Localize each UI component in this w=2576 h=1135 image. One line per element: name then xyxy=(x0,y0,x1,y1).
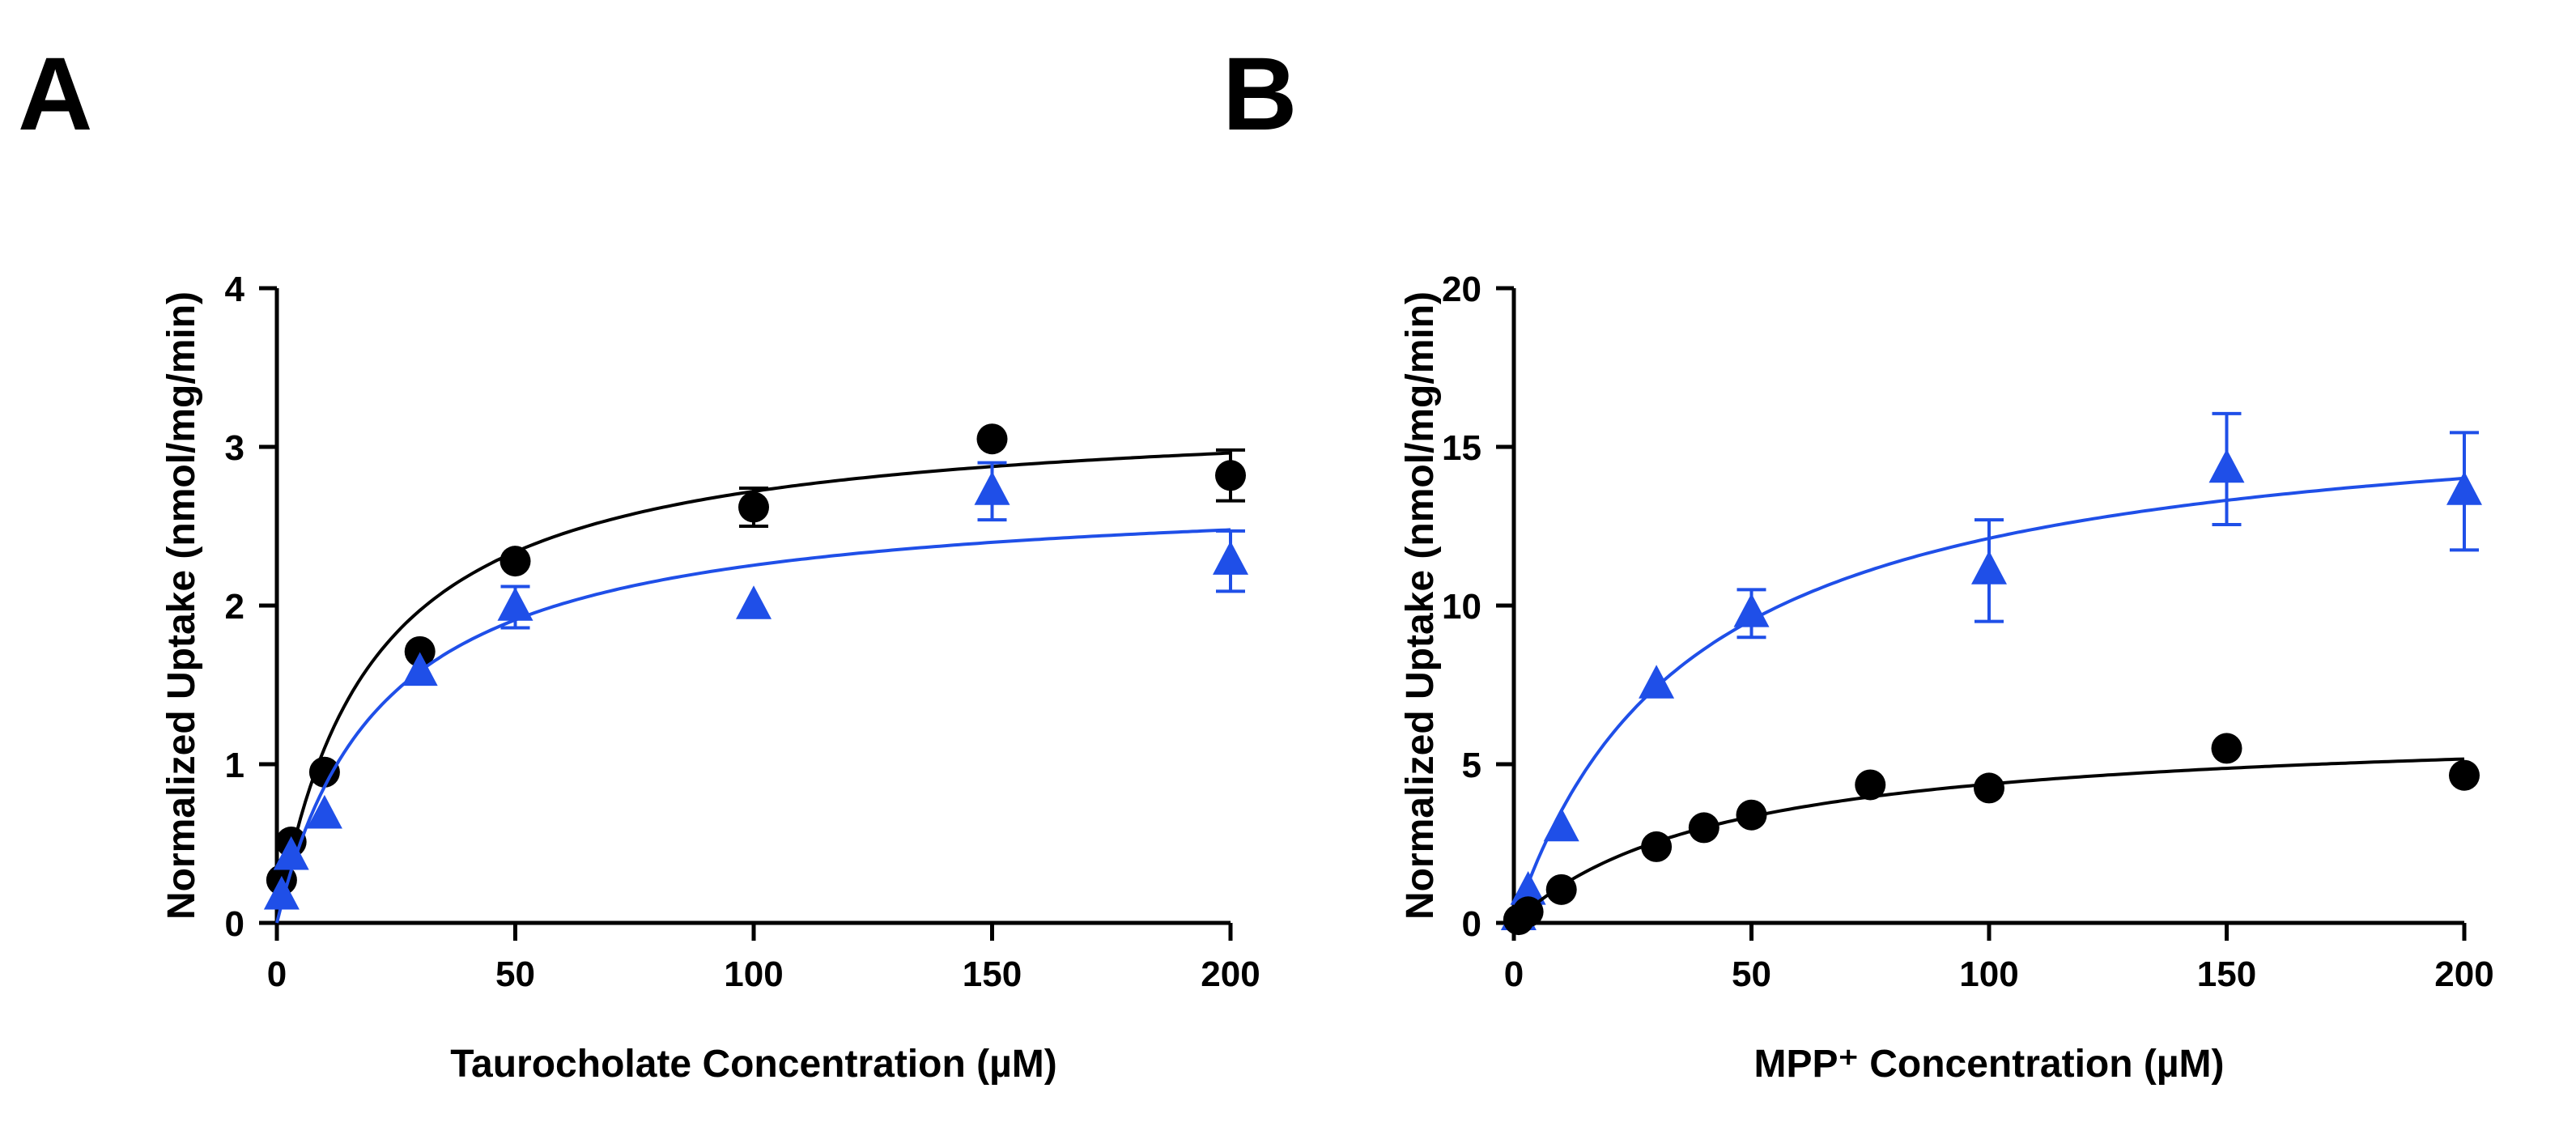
x-tick-label: 150 xyxy=(963,954,1022,994)
data-point-circle xyxy=(1512,896,1544,928)
data-point-triangle xyxy=(402,652,438,687)
data-point-circle xyxy=(1974,772,2004,804)
data-point-triangle xyxy=(497,587,533,621)
series-circle xyxy=(266,423,1246,924)
y-axis-title: Normalized Uptake (nmol/mg/min) xyxy=(1399,291,1442,920)
data-point-circle xyxy=(976,423,1008,455)
data-point-circle xyxy=(738,491,769,523)
chart-panel-a: A 0 50 100 150 200 0 1 2 3 4 Taurocholate Concentra… xyxy=(18,36,1260,1086)
x-tick-label: 100 xyxy=(1959,954,2018,994)
data-point-triangle xyxy=(2208,448,2245,483)
data-point-triangle xyxy=(974,471,1010,505)
y-tick-label: 5 xyxy=(1462,746,1481,785)
x-tick-label: 0 xyxy=(267,954,287,994)
y-tick-label: 10 xyxy=(1442,587,1481,627)
x-tick-label: 200 xyxy=(1201,954,1260,994)
data-point-triangle xyxy=(736,585,772,619)
x-axis-title: MPP⁺ Concentration (µM) xyxy=(1754,1043,2225,1086)
y-tick-label: 3 xyxy=(225,428,244,468)
y-tick-label: 0 xyxy=(225,904,244,944)
y-tick-label: 4 xyxy=(225,270,245,309)
x-tick-label: 0 xyxy=(1504,954,1524,994)
data-point-circle xyxy=(1545,874,1577,905)
chart-panel-b: B 0 50 100 150 200 0 5 10 15 20 MPP⁺ Concentration … xyxy=(1222,36,2494,1086)
data-point-triangle xyxy=(263,875,300,910)
data-point-circle xyxy=(2211,733,2242,764)
data-point-triangle xyxy=(1213,541,1248,575)
x-tick-label: 50 xyxy=(1732,954,1771,994)
data-point-triangle xyxy=(1510,871,1546,905)
data-point-circle xyxy=(1736,799,1767,831)
data-point-circle xyxy=(1688,812,1719,844)
data-point-triangle xyxy=(1971,550,2007,585)
data-point-circle xyxy=(1855,769,1886,801)
data-point-circle xyxy=(1641,831,1673,862)
series-triangle xyxy=(1500,411,2482,930)
data-point-circle xyxy=(1215,460,1246,491)
series-triangle xyxy=(263,461,1248,924)
x-tick-label: 200 xyxy=(2434,954,2493,994)
panel-letter: B xyxy=(1222,36,1297,152)
x-tick-label: 50 xyxy=(495,954,535,994)
data-point-triangle xyxy=(2446,471,2482,505)
data-point-triangle xyxy=(1543,807,1579,842)
data-point-triangle xyxy=(1733,593,1770,627)
data-point-circle xyxy=(499,546,531,577)
panel-letter: A xyxy=(18,36,92,152)
data-point-triangle xyxy=(1639,665,1675,699)
y-tick-label: 0 xyxy=(1462,904,1481,944)
data-point-circle xyxy=(308,756,340,788)
data-point-triangle xyxy=(273,835,309,870)
y-tick-label: 2 xyxy=(225,587,244,627)
x-axis-title: Taurocholate Concentration (µM) xyxy=(450,1043,1056,1086)
y-axis-title: Normalized Uptake (nmol/mg/min) xyxy=(160,291,203,920)
y-tick-label: 20 xyxy=(1442,270,1481,309)
fit-curve xyxy=(275,528,1231,924)
y-tick-label: 15 xyxy=(1442,428,1481,468)
y-tick-label: 1 xyxy=(225,746,244,785)
x-tick-label: 150 xyxy=(2197,954,2256,994)
data-point-circle xyxy=(2449,759,2480,791)
data-point-circle xyxy=(404,636,436,667)
series-circle xyxy=(1503,733,2480,936)
data-point-triangle xyxy=(306,794,342,829)
x-tick-label: 100 xyxy=(724,954,783,994)
